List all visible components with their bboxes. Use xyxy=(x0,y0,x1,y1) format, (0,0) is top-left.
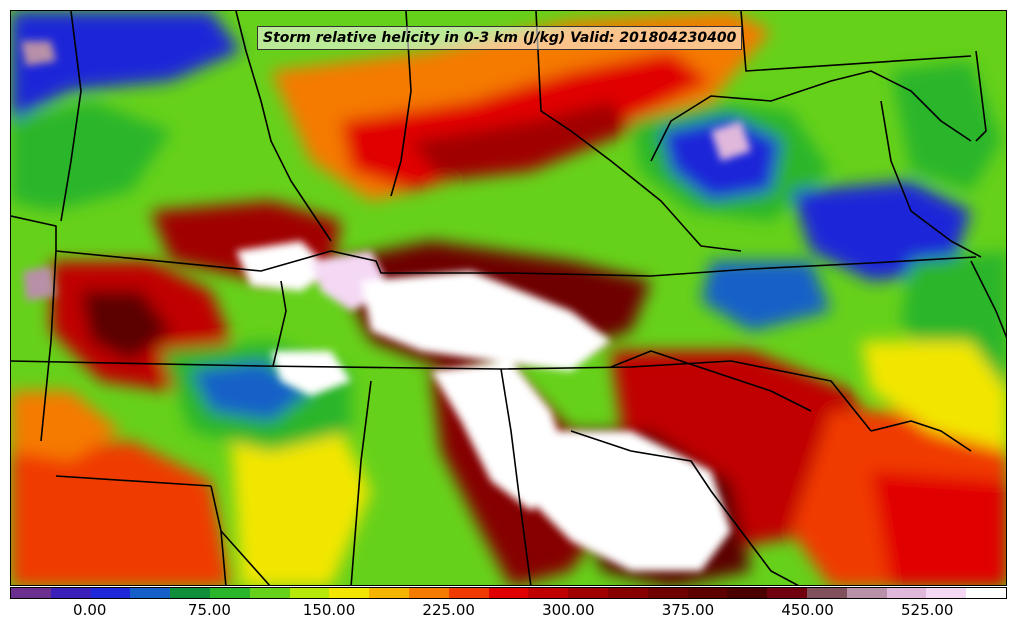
state-boundaries xyxy=(11,11,1006,585)
colorbar xyxy=(10,587,1007,599)
colorbar-segment xyxy=(289,588,330,598)
colorbar-segment xyxy=(687,588,728,598)
colorbar-tick-label: 450.00 xyxy=(781,601,834,619)
colorbar-segment xyxy=(488,588,529,598)
colorbar-segment xyxy=(607,588,648,598)
colorbar-segment xyxy=(170,588,210,598)
colorbar-segment xyxy=(448,588,489,598)
colorbar-tick-label: 225.00 xyxy=(422,601,475,619)
colorbar-tick-label: 0.00 xyxy=(73,601,107,619)
colorbar-segment xyxy=(647,588,688,598)
colorbar-segment xyxy=(926,588,967,598)
colorbar-tick-label: 75.00 xyxy=(187,601,231,619)
colorbar-segment xyxy=(966,588,1006,598)
colorbar-tick-label: 300.00 xyxy=(542,601,595,619)
colorbar-segment xyxy=(209,588,250,598)
colorbar-tick-labels: 0.00 75.00 150.00 225.00 300.00 375.00 450.00 5… xyxy=(10,601,1007,625)
colorbar-segment xyxy=(408,588,449,598)
colorbar-segment xyxy=(727,588,768,598)
colorbar-segment xyxy=(329,588,370,598)
colorbar-segment xyxy=(249,588,290,598)
colorbar-tick-label: 525.00 xyxy=(900,601,954,619)
colorbar-segment xyxy=(11,588,51,598)
colorbar-segment xyxy=(369,588,409,598)
map-panel: Storm relative helicity in 0-3 km (J/kg)… xyxy=(10,10,1007,586)
colorbar-segment xyxy=(568,588,608,598)
colorbar-tick-label: 150.00 xyxy=(302,601,356,619)
helicity-map xyxy=(11,11,1006,585)
colorbar-tick-label: 375.00 xyxy=(661,601,715,619)
colorbar-segment xyxy=(130,588,171,598)
colorbar-segment xyxy=(846,588,887,598)
colorbar-segment xyxy=(528,588,569,598)
colorbar-segment xyxy=(90,588,131,598)
colorbar-segment xyxy=(50,588,91,598)
colorbar-segment xyxy=(806,588,847,598)
colorbar-segment xyxy=(767,588,807,598)
colorbar-segment xyxy=(886,588,927,598)
map-title: Storm relative helicity in 0-3 km (J/kg)… xyxy=(257,26,743,50)
